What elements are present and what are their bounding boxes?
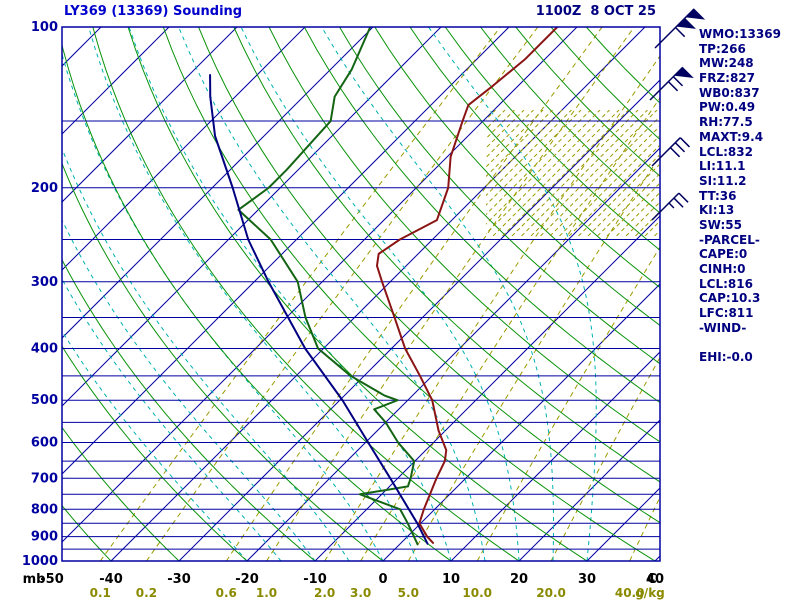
pressure-tick-label: 300 [31,275,58,290]
mixing-tick-label: 10.0 [462,586,492,600]
wind-barb [649,66,694,101]
stats-line: MW:248 [699,56,754,71]
wind-barb [651,137,691,167]
pressure-tick-label: 600 [31,436,58,451]
mixing-tick-label: 5.0 [398,586,419,600]
temp-tick-label: -20 [235,572,259,587]
stats-line: LI:11.1 [699,159,746,174]
stats-line: WMO:13369 [699,27,781,41]
temp-tick-label: 10 [442,572,460,587]
stats-line: PW:0.49 [699,100,756,115]
stats-line: FRZ:827 [699,71,755,86]
pressure-unit-label: mb [23,572,46,587]
temp-tick-label: 40 [646,572,664,587]
temp-tick-label: 0 [378,572,387,587]
stats-line: CAP:10.3 [699,291,761,306]
pressure-tick-label: 800 [31,502,58,517]
temp-tick-label: -30 [167,572,191,587]
pressure-axis-labels: 100 200 300 400 500 600 700 800 900 1000 mb [22,20,58,587]
wind-barbs [649,8,706,221]
stats-line: TT:36 [699,188,737,203]
temp-tick-label: -40 [99,572,123,587]
hatch-band [486,110,659,236]
mixing-tick-label: 40.0 [615,586,645,600]
mixing-tick-label: 20.0 [536,586,566,600]
dry-adiabat-lines [62,27,660,561]
pressure-tick-label: 100 [31,20,58,35]
pressure-tick-label: 400 [31,342,58,357]
stats-panel: WMO:13369 TP:266 MW:248 FRZ:827 WB0:837 PW:0.… [699,27,781,365]
plot-area [62,27,660,561]
stats-line: SW:55 [699,217,743,232]
stats-line: WB0:837 [699,85,760,100]
stats-line: EHI:-0.0 [699,350,753,365]
trace-parcel [209,74,429,545]
temp-tick-label: 20 [510,572,528,587]
stats-line: TP:266 [699,41,746,56]
mixing-unit-label: g/kg [635,586,665,600]
trace-temperature [375,27,559,544]
pressure-tick-label: 500 [31,393,58,408]
stats-line: CAPE:0 [699,247,748,262]
stats-line: LCL:816 [699,276,753,291]
temp-tick-label: -50 [40,572,64,587]
wind-barb [651,192,689,221]
stats-line: SI:11.2 [699,173,747,188]
stats-line: -WIND- [699,320,747,335]
stats-line: CINH:0 [699,262,746,276]
plot-frame [61,26,661,562]
pressure-tick-label: 200 [31,181,58,196]
trace-dewpoint [237,27,419,546]
chart-datetime: 1100Z 8 OCT 25 [535,4,656,19]
stats-line: MAXT:9.4 [699,129,764,144]
stats-line: KI:13 [699,203,735,218]
stats-line: LFC:811 [699,306,754,321]
mixing-ratio-labels: 0.1 0.2 0.6 1.0 2.0 3.0 5.0 10.0 20.0 40.0g/kg [90,586,665,600]
mixing-tick-label: 3.0 [350,586,371,600]
temp-unit-label: C [647,572,657,587]
temp-axis-labels: -50 -40 -30 -20 -10 0 10 20 30 40C [40,572,664,587]
pressure-tick-label: 1000 [22,554,58,569]
chart-title: LY369 (13369) Sounding [64,4,243,19]
mixing-tick-label: 0.1 [90,586,111,600]
mixing-tick-label: 2.0 [314,586,335,600]
mixing-ratio-lines [99,27,660,561]
mixing-tick-label: 0.2 [136,586,157,600]
wind-barb [654,8,706,49]
temp-tick-label: -10 [303,572,327,587]
pressure-tick-label: 900 [31,530,58,545]
mixing-tick-label: 0.6 [216,586,237,600]
pressure-tick-label: 700 [31,471,58,486]
stats-line: LCL:832 [699,144,753,159]
mixing-tick-label: 1.0 [256,586,277,600]
temp-tick-label: 30 [578,572,596,587]
stats-line: RH:77.5 [699,115,753,130]
stats-line [699,335,781,350]
stats-line: -PARCEL- [699,232,760,247]
